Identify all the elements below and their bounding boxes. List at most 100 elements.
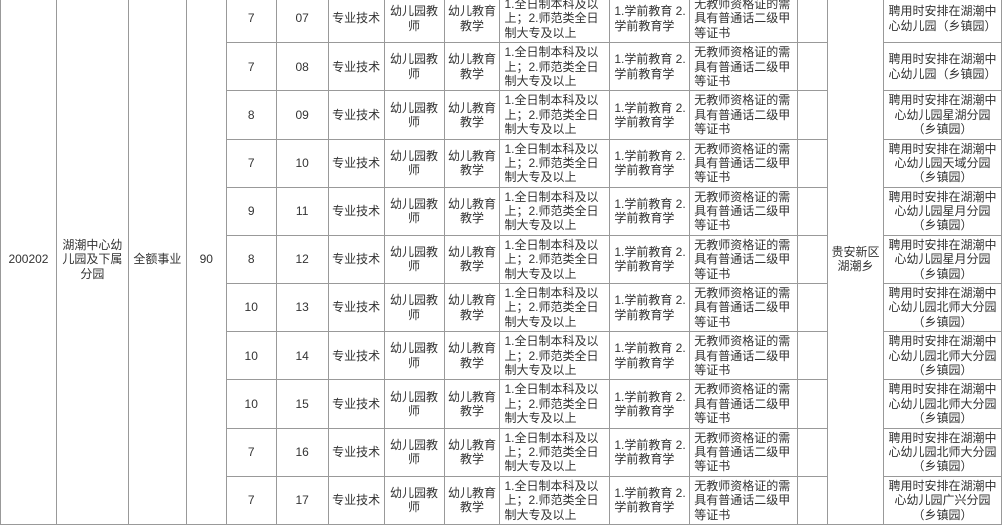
empty-col [798, 332, 828, 380]
remark: 聘用时安排在湖潮中心幼儿园广兴分园（乡镇园） [884, 476, 1002, 524]
major-req: 1.学前教育 2.学前教育学 [610, 43, 690, 91]
job-number: 12 [276, 235, 328, 283]
remark: 聘用时安排在湖潮中心幼儿园（乡镇园） [884, 43, 1002, 91]
major-req: 1.学前教育 2.学前教育学 [610, 235, 690, 283]
position-count: 10 [226, 284, 276, 332]
table-viewport: { "header_left": { "code": "200202", "un… [0, 0, 1002, 525]
major-req: 1.学前教育 2.学前教育学 [610, 380, 690, 428]
major-req: 1.学前教育 2.学前教育学 [610, 139, 690, 187]
teaching-area: 幼儿教育教学 [444, 187, 500, 235]
job-post: 幼儿园教师 [384, 235, 444, 283]
certificate-req: 无教师资格证的需具有普通话二级甲等证书 [690, 332, 798, 380]
job-post: 幼儿园教师 [384, 43, 444, 91]
remark: 聘用时安排在湖潮中心幼儿园星湖分园（乡镇园） [884, 91, 1002, 139]
empty-col [798, 139, 828, 187]
position-count: 7 [226, 476, 276, 524]
certificate-req: 无教师资格证的需具有普通话二级甲等证书 [690, 139, 798, 187]
certificate-req: 无教师资格证的需具有普通话二级甲等证书 [690, 0, 798, 43]
teaching-area: 幼儿教育教学 [444, 43, 500, 91]
education-req: 1.全日制本科及以上；2.师范类全日制大专及以上 [500, 332, 610, 380]
teaching-area: 幼儿教育教学 [444, 91, 500, 139]
job-number: 13 [276, 284, 328, 332]
job-post: 幼儿园教师 [384, 284, 444, 332]
job-number: 07 [276, 0, 328, 43]
education-req: 1.全日制本科及以上；2.师范类全日制大专及以上 [500, 476, 610, 524]
job-post: 幼儿园教师 [384, 0, 444, 43]
position-count: 7 [226, 43, 276, 91]
remark: 聘用时安排在湖潮中心幼儿园天域分园（乡镇园） [884, 139, 1002, 187]
unit-name: 湖潮中心幼儿园及下属分园 [56, 0, 128, 524]
job-number: 17 [276, 476, 328, 524]
certificate-req: 无教师资格证的需具有普通话二级甲等证书 [690, 380, 798, 428]
empty-col [798, 91, 828, 139]
certificate-req: 无教师资格证的需具有普通话二级甲等证书 [690, 476, 798, 524]
job-category: 专业技术 [328, 380, 384, 428]
recruitment-table: 200202湖潮中心幼儿园及下属分园全额事业90707专业技术幼儿园教师幼儿教育… [0, 0, 1002, 525]
empty-col [798, 284, 828, 332]
education-req: 1.全日制本科及以上；2.师范类全日制大专及以上 [500, 0, 610, 43]
remark: 聘用时安排在湖潮中心幼儿园星月分园（乡镇园） [884, 187, 1002, 235]
job-number: 08 [276, 43, 328, 91]
remark: 聘用时安排在湖潮中心幼儿园北师大分园（乡镇园） [884, 380, 1002, 428]
job-category: 专业技术 [328, 428, 384, 476]
job-post: 幼儿园教师 [384, 139, 444, 187]
job-post: 幼儿园教师 [384, 332, 444, 380]
job-post: 幼儿园教师 [384, 428, 444, 476]
certificate-req: 无教师资格证的需具有普通话二级甲等证书 [690, 428, 798, 476]
major-req: 1.学前教育 2.学前教育学 [610, 428, 690, 476]
empty-col [798, 0, 828, 43]
job-category: 专业技术 [328, 235, 384, 283]
job-post: 幼儿园教师 [384, 187, 444, 235]
empty-col [798, 476, 828, 524]
job-number: 14 [276, 332, 328, 380]
position-count: 9 [226, 187, 276, 235]
empty-col [798, 187, 828, 235]
certificate-req: 无教师资格证的需具有普通话二级甲等证书 [690, 235, 798, 283]
major-req: 1.学前教育 2.学前教育学 [610, 91, 690, 139]
table-row: 200202湖潮中心幼儿园及下属分园全额事业90707专业技术幼儿园教师幼儿教育… [1, 0, 1002, 43]
job-category: 专业技术 [328, 476, 384, 524]
work-location: 贵安新区湖潮乡 [828, 0, 884, 524]
teaching-area: 幼儿教育教学 [444, 0, 500, 43]
teaching-area: 幼儿教育教学 [444, 428, 500, 476]
empty-col [798, 380, 828, 428]
remark: 聘用时安排在湖潮中心幼儿园北师大分园（乡镇园） [884, 284, 1002, 332]
job-number: 09 [276, 91, 328, 139]
empty-col [798, 43, 828, 91]
remark: 聘用时安排在湖潮中心幼儿园星月分园（乡镇园） [884, 235, 1002, 283]
empty-col [798, 235, 828, 283]
remark: 聘用时安排在湖潮中心幼儿园（乡镇园） [884, 0, 1002, 43]
teaching-area: 幼儿教育教学 [444, 380, 500, 428]
major-req: 1.学前教育 2.学前教育学 [610, 187, 690, 235]
job-post: 幼儿园教师 [384, 91, 444, 139]
education-req: 1.全日制本科及以上；2.师范类全日制大专及以上 [500, 187, 610, 235]
job-category: 专业技术 [328, 91, 384, 139]
major-req: 1.学前教育 2.学前教育学 [610, 476, 690, 524]
position-count: 8 [226, 91, 276, 139]
job-number: 11 [276, 187, 328, 235]
position-count: 7 [226, 0, 276, 43]
major-req: 1.学前教育 2.学前教育学 [610, 0, 690, 43]
total-count: 90 [186, 0, 226, 524]
teaching-area: 幼儿教育教学 [444, 332, 500, 380]
job-post: 幼儿园教师 [384, 380, 444, 428]
education-req: 1.全日制本科及以上；2.师范类全日制大专及以上 [500, 428, 610, 476]
education-req: 1.全日制本科及以上；2.师范类全日制大专及以上 [500, 380, 610, 428]
empty-col [798, 428, 828, 476]
position-count: 10 [226, 380, 276, 428]
job-category: 专业技术 [328, 43, 384, 91]
teaching-area: 幼儿教育教学 [444, 139, 500, 187]
position-count: 7 [226, 428, 276, 476]
job-post: 幼儿园教师 [384, 476, 444, 524]
major-req: 1.学前教育 2.学前教育学 [610, 284, 690, 332]
job-category: 专业技术 [328, 284, 384, 332]
job-category: 专业技术 [328, 187, 384, 235]
position-count: 10 [226, 332, 276, 380]
unit-type: 全额事业 [128, 0, 186, 524]
certificate-req: 无教师资格证的需具有普通话二级甲等证书 [690, 43, 798, 91]
major-req: 1.学前教育 2.学前教育学 [610, 332, 690, 380]
education-req: 1.全日制本科及以上；2.师范类全日制大专及以上 [500, 284, 610, 332]
certificate-req: 无教师资格证的需具有普通话二级甲等证书 [690, 284, 798, 332]
job-number: 16 [276, 428, 328, 476]
job-category: 专业技术 [328, 139, 384, 187]
